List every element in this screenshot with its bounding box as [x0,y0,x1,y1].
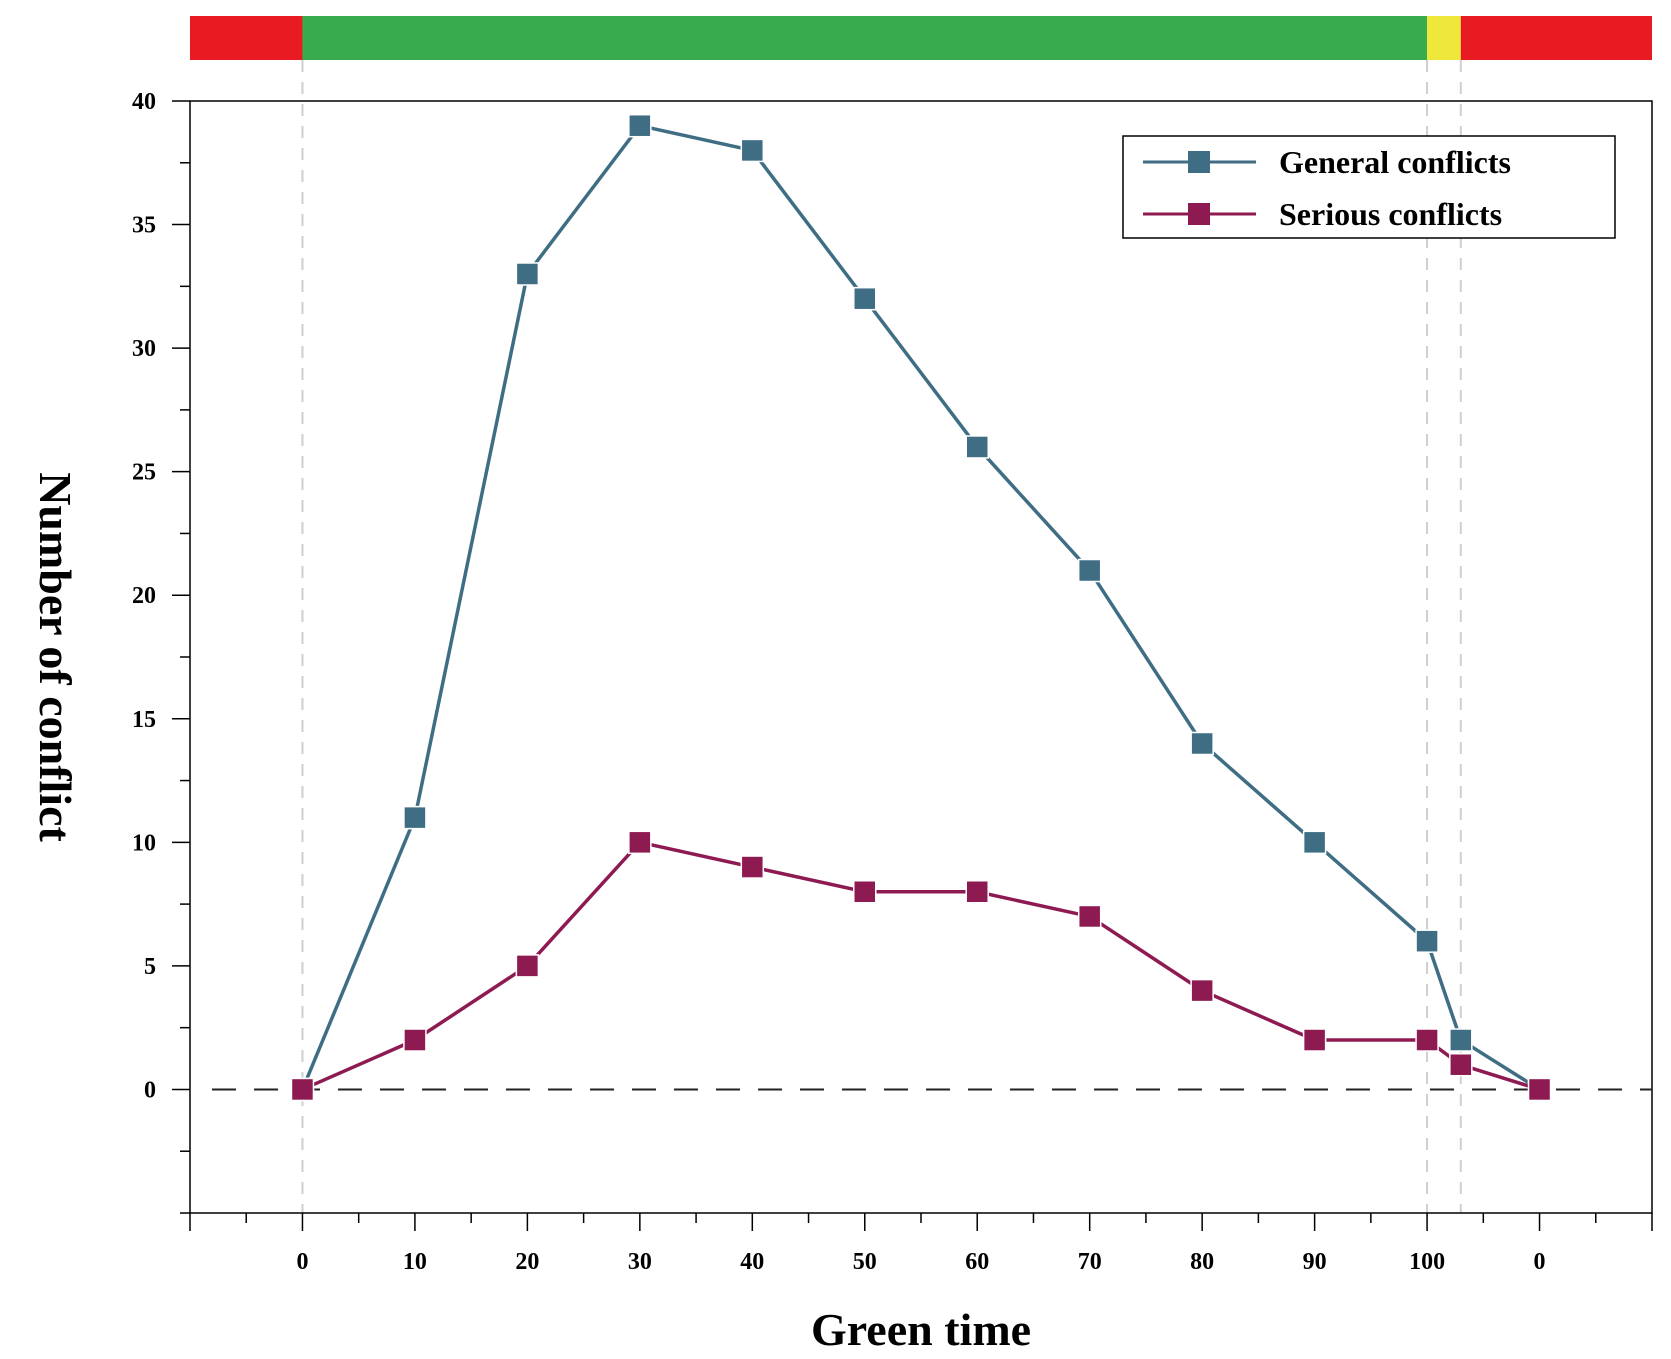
data-point [628,113,652,138]
legend-marker-general [1188,151,1210,173]
x-axis: 0 10 20 30 40 50 60 70 80 90 100 0 [189,1213,1653,1275]
x-tick-label: 0 [296,1249,308,1275]
phase-red [1460,16,1652,60]
y-axis: 0 5 10 15 20 25 30 35 40 [132,89,190,1214]
data-point [1190,731,1214,756]
data-point [965,435,989,459]
y-tick-label: 40 [132,89,156,115]
y-tick-label: 10 [132,830,156,856]
y-tick-label: 15 [132,707,156,733]
x-tick-label: 70 [1078,1249,1102,1275]
data-point [1077,558,1102,583]
data-point [1449,1028,1473,1052]
data-point [403,1028,427,1052]
data-point [965,880,989,904]
y-tick-label: 30 [132,336,156,362]
legend-marker-serious [1188,203,1210,225]
data-point [1415,929,1439,953]
x-tick-label: 50 [853,1249,877,1275]
phase-green [302,16,1428,60]
data-point [515,262,540,286]
data-point [1415,1028,1439,1052]
legend: General conflicts Serious conflicts [1122,135,1616,239]
x-tick-label: 60 [965,1249,989,1275]
x-axis-title: Green time [811,1304,1031,1355]
series-serious [290,830,1552,1102]
series-line [301,840,1541,1092]
data-point [853,880,877,904]
data-point [853,286,877,311]
x-tick-label: 10 [403,1249,427,1275]
x-tick-label: 20 [515,1249,539,1275]
series-line [300,123,1541,1091]
y-tick-label: 35 [132,213,156,239]
x-tick-label: 80 [1190,1249,1214,1275]
y-tick-label: 5 [144,954,156,980]
data-point [515,954,540,978]
data-point [740,855,765,879]
y-tick-label: 20 [132,583,156,609]
phase-red [190,16,303,60]
phase-yellow [1427,16,1461,60]
data-point [740,138,765,163]
data-point [1527,1077,1552,1102]
data-point [628,830,652,855]
x-tick-label: 30 [628,1249,652,1275]
x-tick-label: 0 [1534,1249,1546,1275]
data-point [403,805,427,830]
data-point [1449,1052,1473,1077]
legend-label-serious: Serious conflicts [1279,196,1502,232]
phase-boundary-lines [301,60,1462,1213]
x-tick-label: 40 [740,1249,764,1275]
x-tick-label: 90 [1303,1249,1327,1275]
data-point [1302,830,1327,855]
signal-phase-bar [190,16,1652,60]
y-tick-label: 25 [132,460,156,486]
legend-label-general: General conflicts [1279,144,1511,180]
data-point [1302,1028,1327,1052]
series-layer [290,113,1552,1102]
data-point [1190,978,1214,1003]
data-point [1077,904,1102,929]
y-axis-title: Number of conflict [30,472,81,842]
x-tick-label: 100 [1409,1249,1445,1275]
series-general [290,113,1552,1102]
data-point [290,1077,315,1102]
y-tick-label: 0 [144,1077,156,1103]
